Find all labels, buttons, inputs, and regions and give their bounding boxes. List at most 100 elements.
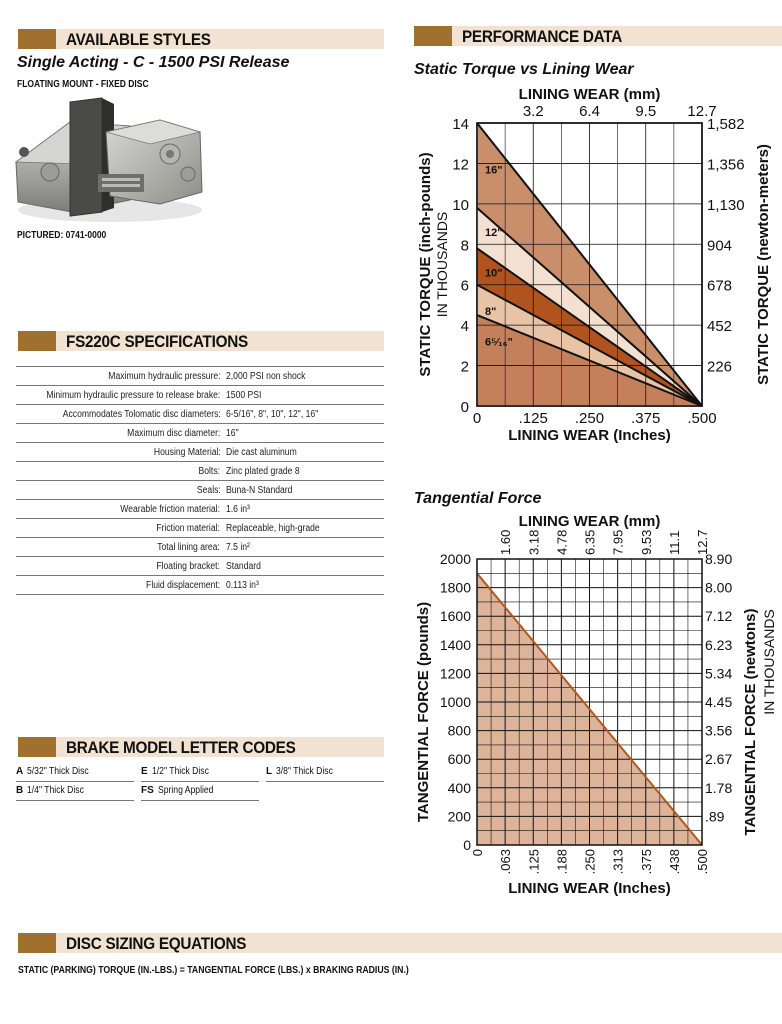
series-line bbox=[476, 283, 703, 407]
tangential-chart-title: Tangential Force bbox=[414, 490, 542, 507]
y-tick-label: 2000 bbox=[440, 551, 471, 567]
y2-tick-label: 1,582 bbox=[707, 116, 745, 133]
y2-tick-label: 7.12 bbox=[705, 608, 732, 624]
x-tick-label: .375 bbox=[639, 849, 654, 874]
available-styles-header: AVAILABLE STYLES bbox=[18, 29, 384, 49]
y-axis-subtitle: IN THOUSANDS bbox=[434, 212, 450, 318]
series-label: 8" bbox=[485, 306, 496, 318]
style-title: Single Acting - C - 1500 PSI Release bbox=[17, 54, 290, 71]
spec-value-text: 1.6 in³ bbox=[226, 503, 251, 515]
y-tick-label: 1000 bbox=[440, 694, 471, 710]
y-tick-label: 10 bbox=[452, 197, 469, 214]
spec-label: Seals: bbox=[16, 480, 223, 500]
spec-label: Minimum hydraulic pressure to release br… bbox=[16, 385, 223, 405]
letter-code: L bbox=[266, 766, 273, 777]
letter-code-item: B 1/4" Thick Disc bbox=[16, 783, 134, 801]
letter-code-desc: 1/2" Thick Disc bbox=[151, 766, 209, 777]
y2-axis-subtitle: IN THOUSANDS bbox=[761, 609, 777, 715]
spec-row: Maximum disc diameter: 16" bbox=[16, 423, 384, 443]
y-tick-label: 600 bbox=[448, 751, 472, 767]
x2-tick-label: 12.7 bbox=[687, 103, 716, 120]
x-tick-label: .313 bbox=[611, 849, 626, 874]
y-tick-label: 0 bbox=[461, 399, 469, 416]
spec-value-text: Zinc plated grade 8 bbox=[226, 465, 300, 477]
letter-code-desc: 5/32" Thick Disc bbox=[27, 766, 89, 777]
brake-product-image bbox=[14, 97, 203, 222]
y2-tick-label: 1,356 bbox=[707, 156, 745, 173]
letter-code-desc: Spring Applied bbox=[157, 785, 214, 796]
plot-border bbox=[476, 122, 703, 407]
spec-label: Bolts: bbox=[16, 461, 223, 481]
y-tick-label: 12 bbox=[452, 156, 469, 173]
x-tick-label: .500 bbox=[687, 410, 716, 427]
y2-axis-title: TANGENTIAL FORCE (newtons) bbox=[742, 609, 759, 836]
performance-data-title: PERFORMANCE DATA bbox=[462, 27, 623, 46]
y-tick-label: 800 bbox=[448, 723, 472, 739]
y2-tick-label: 6.23 bbox=[705, 637, 732, 653]
spec-label-text: Bolts: bbox=[198, 465, 221, 477]
spec-label: Maximum disc diameter: bbox=[16, 423, 223, 443]
x-tick-label: .375 bbox=[631, 410, 660, 427]
spec-row: Seals: Buna-N Standard bbox=[16, 480, 384, 500]
series-label: 10" bbox=[485, 268, 502, 280]
x-tick-label: .250 bbox=[575, 410, 604, 427]
y-axis-title: TANGENTIAL FORCE (pounds) bbox=[415, 602, 432, 822]
spec-value: Buna-N Standard bbox=[222, 480, 384, 500]
x-tick-label: .063 bbox=[498, 849, 513, 874]
spec-label-text: Wearable friction material: bbox=[120, 503, 221, 515]
header-swatch bbox=[18, 331, 56, 351]
spec-value: 2,000 PSI non shock bbox=[222, 366, 384, 386]
x2-tick-label: 3.18 bbox=[526, 530, 541, 555]
y-tick-label: 200 bbox=[448, 808, 472, 824]
x-tick-label: .500 bbox=[695, 849, 710, 874]
y2-tick-label: 2.67 bbox=[705, 751, 732, 767]
letter-code: FS bbox=[141, 785, 154, 796]
spec-label: Total lining area: bbox=[16, 537, 223, 557]
tangential-chart: 0 200 400 600 800 1000 1200 1400 1600 1800 2000 .89… bbox=[415, 513, 777, 897]
x-tick-label: 0 bbox=[473, 410, 481, 427]
x-tick-label: .250 bbox=[583, 849, 598, 874]
plot-border bbox=[476, 558, 703, 846]
torque-equation: STATIC (PARKING) TORQUE (IN.-LBS.) = TAN… bbox=[18, 965, 409, 976]
y-tick-label: 1800 bbox=[440, 580, 471, 596]
x2-tick-label: 11.1 bbox=[667, 531, 682, 555]
spec-row: Accommodates Tolomatic disc diameters: 6-… bbox=[16, 404, 384, 424]
header-swatch bbox=[414, 26, 452, 46]
spec-label-text: Accommodates Tolomatic disc diameters: bbox=[62, 408, 221, 420]
x-axis-title: LINING WEAR (Inches) bbox=[508, 880, 671, 897]
spec-value-text: 7.5 in² bbox=[226, 541, 251, 553]
x2-tick-label: 6.4 bbox=[579, 103, 600, 120]
y-tick-label: 14 bbox=[452, 116, 469, 133]
disc-sizing-title: DISC SIZING EQUATIONS bbox=[66, 934, 247, 953]
spec-value: 16" bbox=[222, 423, 384, 443]
y-tick-label: 2 bbox=[461, 359, 469, 376]
spec-label: Housing Material: bbox=[16, 442, 223, 462]
y2-tick-label: 8.90 bbox=[705, 551, 732, 567]
spec-label-text: Seals: bbox=[196, 484, 221, 496]
spec-value: 6-5/16", 8", 10", 12", 16" bbox=[222, 404, 384, 424]
letter-code-item: L 3/8" Thick Disc bbox=[266, 764, 384, 782]
spec-value-text: Standard bbox=[226, 560, 262, 572]
y2-tick-label: 904 bbox=[707, 237, 732, 254]
x2-tick-label: 9.5 bbox=[635, 103, 656, 120]
spec-label-text: Maximum hydraulic pressure: bbox=[107, 370, 221, 382]
letter-code-item: E 1/2" Thick Disc bbox=[141, 764, 259, 782]
spec-value-text: Replaceable, high-grade bbox=[226, 522, 321, 534]
y2-tick-label: 4.45 bbox=[705, 694, 732, 710]
spec-value: Zinc plated grade 8 bbox=[222, 461, 384, 481]
series-label: 16" bbox=[485, 164, 502, 176]
specifications-table: Maximum hydraulic pressure: 2,000 PSI non… bbox=[16, 366, 384, 595]
y-tick-label: 0 bbox=[463, 837, 471, 853]
mount-label: FLOATING MOUNT - FIXED DISC bbox=[17, 79, 149, 90]
spec-label-text: Floating bracket: bbox=[156, 560, 221, 572]
y-axis-title: STATIC TORQUE (inch-pounds) bbox=[417, 152, 434, 376]
y-tick-label: 1400 bbox=[440, 637, 471, 653]
spec-value: Die cast aluminum bbox=[222, 442, 384, 462]
series-line bbox=[476, 207, 703, 407]
spec-label-text: Maximum disc diameter: bbox=[127, 427, 221, 439]
y-tick-label: 8 bbox=[461, 237, 469, 254]
y2-tick-label: 452 bbox=[707, 318, 732, 335]
y2-tick-label: 1,130 bbox=[707, 197, 745, 214]
spec-label: Fluid displacement: bbox=[16, 575, 223, 595]
specifications-header: FS220C SPECIFICATIONS bbox=[18, 331, 384, 351]
